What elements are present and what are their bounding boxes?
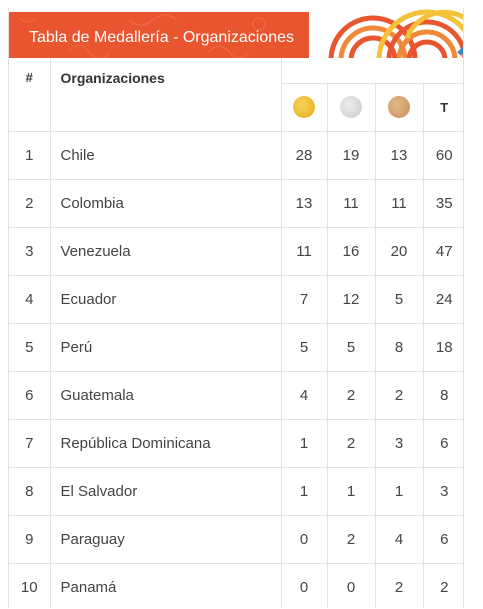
medals-header-band <box>281 58 463 84</box>
banner-strip: Tabla de Medallería - Organizaciones <box>9 12 309 58</box>
bronze-count-cell: 2 <box>375 371 424 420</box>
gold-count-cell: 5 <box>281 323 328 372</box>
rank-cell: 10 <box>9 563 51 608</box>
silver-count-cell: 16 <box>327 227 376 276</box>
bronze-header <box>375 83 424 132</box>
organization-header: Organizaciones <box>50 58 282 132</box>
silver-medal-icon <box>340 96 362 118</box>
silver-count-cell: 2 <box>327 515 376 564</box>
gold-count-cell: 28 <box>281 131 328 180</box>
table-row: 9 Paraguay 0 2 4 6 <box>9 515 463 564</box>
bronze-count-cell: 8 <box>375 323 424 372</box>
total-header: T <box>423 83 463 132</box>
total-count-cell: 2 <box>423 563 463 608</box>
total-count-cell: 47 <box>423 227 463 276</box>
organization-cell: Chile <box>50 131 282 180</box>
table-row: 1 Chile 28 19 13 60 <box>9 131 463 180</box>
bronze-count-cell: 11 <box>375 179 424 228</box>
bronze-count-cell: 13 <box>375 131 424 180</box>
organization-cell: Guatemala <box>50 371 282 420</box>
bronze-count-cell: 1 <box>375 467 424 516</box>
gold-count-cell: 0 <box>281 515 328 564</box>
silver-count-cell: 5 <box>327 323 376 372</box>
table-row: 7 República Dominicana 1 2 3 6 <box>9 419 463 468</box>
organization-cell: Paraguay <box>50 515 282 564</box>
table-row: 2 Colombia 13 11 11 35 <box>9 179 463 228</box>
silver-count-cell: 2 <box>327 419 376 468</box>
table-row: 6 Guatemala 4 2 2 8 <box>9 371 463 420</box>
silver-count-cell: 11 <box>327 179 376 228</box>
banner: Tabla de Medallería - Organizaciones <box>9 8 463 58</box>
gold-count-cell: 1 <box>281 419 328 468</box>
banner-title: Tabla de Medallería - Organizaciones <box>29 29 295 46</box>
bronze-count-cell: 4 <box>375 515 424 564</box>
organization-cell: El Salvador <box>50 467 282 516</box>
gold-header <box>281 83 328 132</box>
table-row: 5 Perú 5 5 8 18 <box>9 323 463 372</box>
bronze-count-cell: 2 <box>375 563 424 608</box>
table-row: 3 Venezuela 11 16 20 47 <box>9 227 463 276</box>
silver-count-cell: 1 <box>327 467 376 516</box>
rank-cell: 6 <box>9 371 51 420</box>
medal-table: # Organizaciones T 1 Chile 28 19 13 60 2 Colomb… <box>9 58 463 608</box>
organization-cell: Perú <box>50 323 282 372</box>
gold-count-cell: 0 <box>281 563 328 608</box>
gold-count-cell: 13 <box>281 179 328 228</box>
total-count-cell: 60 <box>423 131 463 180</box>
silver-count-cell: 2 <box>327 371 376 420</box>
organization-cell: República Dominicana <box>50 419 282 468</box>
total-count-cell: 3 <box>423 467 463 516</box>
total-count-cell: 6 <box>423 515 463 564</box>
rank-cell: 4 <box>9 275 51 324</box>
rank-cell: 8 <box>9 467 51 516</box>
silver-header <box>327 83 376 132</box>
rank-header: # <box>9 58 51 132</box>
silver-count-cell: 0 <box>327 563 376 608</box>
rank-cell: 3 <box>9 227 51 276</box>
total-count-cell: 8 <box>423 371 463 420</box>
bronze-count-cell: 3 <box>375 419 424 468</box>
rank-cell: 9 <box>9 515 51 564</box>
decorative-arcs-icon <box>328 9 463 58</box>
gold-count-cell: 7 <box>281 275 328 324</box>
table-row: 4 Ecuador 7 12 5 24 <box>9 275 463 324</box>
bronze-medal-icon <box>388 96 410 118</box>
rank-cell: 1 <box>9 131 51 180</box>
rank-cell: 2 <box>9 179 51 228</box>
silver-count-cell: 12 <box>327 275 376 324</box>
medal-table-widget: Tabla de Medallería - Organizaciones <box>8 8 464 608</box>
organization-cell: Venezuela <box>50 227 282 276</box>
total-count-cell: 6 <box>423 419 463 468</box>
bronze-count-cell: 5 <box>375 275 424 324</box>
total-count-cell: 24 <box>423 275 463 324</box>
gold-count-cell: 11 <box>281 227 328 276</box>
banner-pattern <box>18 14 266 58</box>
gold-count-cell: 4 <box>281 371 328 420</box>
table-row: 8 El Salvador 1 1 1 3 <box>9 467 463 516</box>
total-count-cell: 35 <box>423 179 463 228</box>
gold-count-cell: 1 <box>281 467 328 516</box>
table-row: 10 Panamá 0 0 2 2 <box>9 563 463 608</box>
rank-cell: 5 <box>9 323 51 372</box>
bronze-count-cell: 20 <box>375 227 424 276</box>
gold-medal-icon <box>293 96 315 118</box>
rank-cell: 7 <box>9 419 51 468</box>
organization-cell: Ecuador <box>50 275 282 324</box>
organization-cell: Colombia <box>50 179 282 228</box>
silver-count-cell: 19 <box>327 131 376 180</box>
organization-cell: Panamá <box>50 563 282 608</box>
total-count-cell: 18 <box>423 323 463 372</box>
